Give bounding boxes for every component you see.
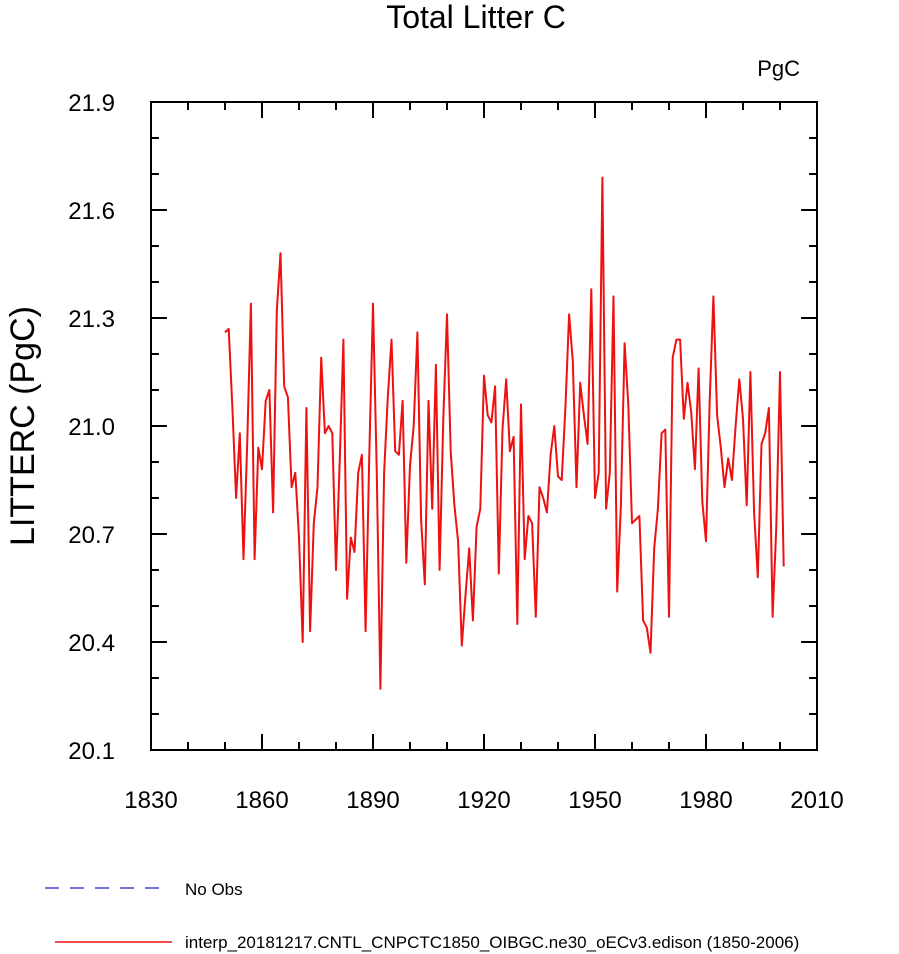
y-tick-label: 20.7 xyxy=(68,522,115,549)
chart-title: Total Litter C xyxy=(386,0,566,35)
x-tick-label: 1920 xyxy=(457,787,510,814)
y-tick-label: 21.6 xyxy=(68,198,115,225)
x-tick-label: 2010 xyxy=(790,787,843,814)
y-axis-label: LITTERC (PgC) xyxy=(4,306,42,546)
y-tick-label: 21.3 xyxy=(68,306,115,333)
legend: No Obs interp_20181217.CNTL_CNPCTC1850_O… xyxy=(45,880,799,952)
x-tick-label: 1950 xyxy=(568,787,621,814)
plot-frame xyxy=(150,101,818,751)
legend-label-model: interp_20181217.CNTL_CNPCTC1850_OIBGC.ne… xyxy=(185,933,799,952)
series-line-1 xyxy=(224,176,785,690)
units-label: PgC xyxy=(757,56,800,81)
axis-ticks: 1830 1860 1890 1920 1950 1980 2010 20.1 20.4 20.7… xyxy=(68,90,843,814)
y-tick-label: 20.4 xyxy=(68,630,115,657)
x-tick-label: 1980 xyxy=(679,787,732,814)
x-tick-label: 1860 xyxy=(235,787,288,814)
legend-label-no-obs: No Obs xyxy=(185,880,243,899)
x-tick-label: 1830 xyxy=(124,787,177,814)
y-tick-label: 21.0 xyxy=(68,414,115,441)
x-tick-label: 1890 xyxy=(346,787,399,814)
y-tick-label: 21.9 xyxy=(68,90,115,117)
plot-series xyxy=(224,176,785,690)
y-tick-label: 20.1 xyxy=(68,738,115,765)
